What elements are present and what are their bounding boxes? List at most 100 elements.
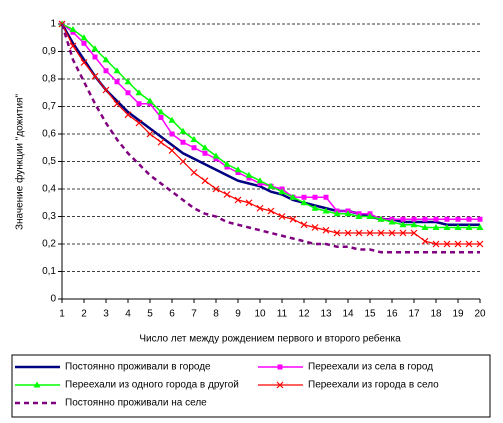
marker bbox=[157, 108, 165, 115]
marker bbox=[246, 175, 252, 181]
marker bbox=[190, 136, 198, 142]
marker bbox=[421, 237, 429, 245]
x-tick-label: 12 bbox=[298, 309, 310, 320]
legend-label: Постоянно проживали на селе bbox=[65, 398, 207, 409]
marker bbox=[400, 216, 406, 222]
marker bbox=[69, 26, 77, 32]
marker bbox=[344, 210, 352, 217]
marker bbox=[245, 199, 253, 207]
y-tick-label: 0,2 bbox=[42, 239, 56, 250]
y-tick-label: 0,5 bbox=[42, 156, 56, 167]
series-line bbox=[60, 23, 480, 254]
marker bbox=[113, 67, 121, 74]
marker bbox=[223, 191, 231, 198]
marker bbox=[443, 224, 451, 230]
marker bbox=[277, 364, 283, 370]
marker bbox=[180, 139, 186, 145]
marker bbox=[169, 131, 175, 137]
marker bbox=[312, 194, 318, 200]
marker bbox=[377, 215, 385, 222]
marker bbox=[190, 169, 198, 176]
marker bbox=[201, 177, 209, 185]
x-tick-label: 11 bbox=[277, 309, 288, 320]
marker bbox=[278, 188, 286, 195]
marker bbox=[114, 79, 120, 85]
x-tick-label: 4 bbox=[125, 309, 131, 320]
marker bbox=[146, 130, 154, 138]
marker bbox=[267, 207, 275, 215]
marker bbox=[146, 97, 154, 104]
marker bbox=[289, 193, 297, 200]
legend-label: Постоянно проживали в городе bbox=[65, 362, 211, 373]
series-line bbox=[60, 23, 480, 226]
marker bbox=[444, 216, 450, 222]
marker bbox=[476, 240, 484, 248]
y-tick-label: 0 bbox=[50, 294, 56, 305]
marker bbox=[125, 90, 131, 96]
marker bbox=[454, 224, 462, 230]
marker bbox=[81, 40, 87, 46]
marker bbox=[224, 164, 230, 170]
x-tick-label: 10 bbox=[254, 309, 266, 320]
marker bbox=[466, 216, 472, 222]
legend-label: Переехали из одного города в другой bbox=[65, 380, 239, 391]
marker bbox=[344, 229, 352, 237]
marker bbox=[355, 213, 363, 219]
marker bbox=[103, 68, 109, 74]
marker bbox=[256, 204, 264, 212]
y-tick-label: 1 bbox=[50, 19, 56, 30]
y-axis-label: Значение функции "дожития" bbox=[14, 94, 26, 231]
x-tick-label: 7 bbox=[191, 309, 197, 320]
marker bbox=[455, 216, 461, 222]
marker bbox=[69, 42, 77, 50]
marker bbox=[476, 224, 484, 230]
marker bbox=[234, 166, 242, 173]
legend-label: Переехали из города в село bbox=[308, 380, 439, 391]
x-tick-label: 20 bbox=[474, 309, 486, 320]
x-tick-label: 3 bbox=[103, 309, 109, 320]
marker bbox=[333, 229, 341, 237]
marker bbox=[300, 199, 308, 206]
marker bbox=[355, 229, 363, 237]
marker bbox=[477, 216, 483, 222]
x-tick-label: 6 bbox=[169, 309, 175, 320]
marker bbox=[157, 138, 165, 146]
marker bbox=[410, 229, 418, 237]
marker bbox=[377, 229, 385, 237]
marker bbox=[422, 216, 428, 222]
marker bbox=[168, 116, 176, 123]
x-tick-label: 15 bbox=[364, 309, 376, 320]
marker bbox=[124, 111, 132, 119]
x-tick-label: 8 bbox=[213, 309, 219, 320]
marker bbox=[234, 196, 242, 204]
y-tick-label: 0,9 bbox=[42, 46, 56, 57]
marker bbox=[191, 145, 197, 151]
x-tick-label: 14 bbox=[342, 309, 354, 320]
y-tick-label: 0,8 bbox=[42, 74, 56, 85]
marker bbox=[147, 101, 153, 107]
marker bbox=[433, 216, 439, 222]
marker bbox=[136, 101, 142, 107]
marker bbox=[212, 152, 220, 159]
marker bbox=[113, 100, 121, 108]
marker bbox=[212, 185, 220, 193]
marker bbox=[179, 127, 187, 134]
marker bbox=[124, 78, 132, 85]
marker bbox=[465, 240, 473, 248]
series-line bbox=[61, 23, 480, 220]
marker bbox=[322, 226, 330, 234]
marker bbox=[465, 224, 473, 230]
x-axis-label: Число лет между рождением первого и втор… bbox=[139, 333, 401, 345]
marker bbox=[454, 240, 462, 248]
x-tick-label: 18 bbox=[430, 309, 442, 320]
marker bbox=[322, 207, 330, 214]
marker bbox=[168, 147, 176, 154]
marker bbox=[179, 158, 187, 165]
marker bbox=[245, 171, 253, 178]
marker bbox=[432, 224, 440, 230]
marker bbox=[91, 72, 99, 80]
x-tick-label: 19 bbox=[452, 309, 464, 320]
marker bbox=[421, 224, 429, 230]
